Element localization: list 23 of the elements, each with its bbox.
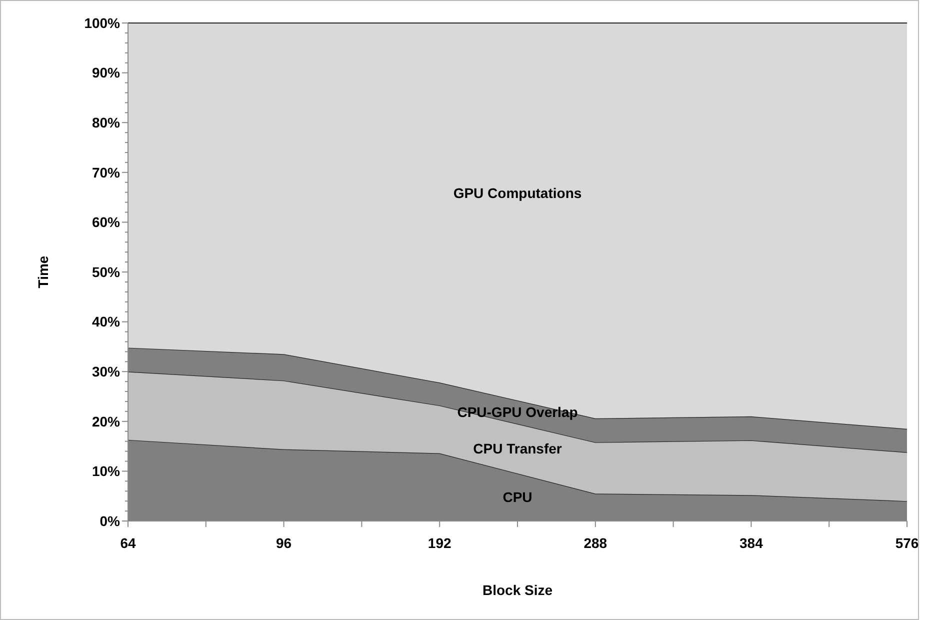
series-label: CPU-GPU Overlap [457, 404, 578, 420]
y-axis-title: Time [35, 256, 51, 288]
x-tick-label: 384 [740, 535, 764, 551]
x-tick-label: 64 [120, 535, 136, 551]
x-tick-label: 288 [584, 535, 608, 551]
x-tick-label: 96 [276, 535, 292, 551]
x-tick-label: 192 [428, 535, 452, 551]
x-tick-label: 576 [895, 535, 919, 551]
y-tick-label: 60% [92, 214, 121, 230]
y-tick-label: 70% [92, 164, 121, 180]
y-tick-label: 40% [92, 314, 121, 330]
y-tick-label: 30% [92, 364, 121, 380]
series-label: CPU [502, 489, 532, 506]
y-tick-label: 20% [92, 413, 121, 430]
y-tick-label: 0% [100, 512, 121, 529]
y-tick-label: 90% [92, 64, 121, 81]
series-label: CPU Transfer [473, 440, 562, 457]
y-tick-label: 10% [92, 463, 121, 480]
series-label: GPU Computations [453, 184, 582, 201]
y-tick-label: 80% [92, 114, 121, 130]
x-axis-title: Block Size [482, 582, 553, 598]
y-tick-label: 100% [84, 14, 121, 31]
y-tick-label: 50% [92, 264, 121, 280]
